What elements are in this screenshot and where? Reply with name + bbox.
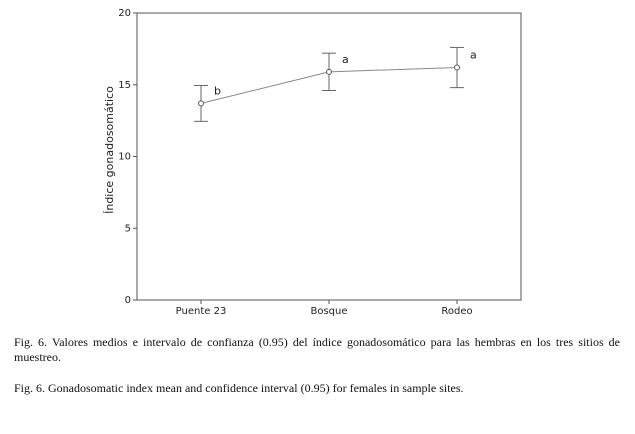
y-tick-label: 15 bbox=[118, 80, 131, 91]
y-tick-label: 20 bbox=[118, 8, 131, 19]
x-tick-label: Puente 23 bbox=[176, 306, 227, 317]
caption-es: Fig. 6. Valores medios e intervalo de co… bbox=[14, 335, 620, 364]
x-tick-label: Bosque bbox=[310, 306, 347, 317]
y-tick-label: 0 bbox=[125, 295, 131, 306]
point bbox=[198, 100, 204, 107]
point bbox=[454, 64, 460, 71]
annotation: b bbox=[214, 84, 221, 97]
y-tick-label: 5 bbox=[125, 223, 131, 234]
y-tick-label: 10 bbox=[118, 152, 131, 163]
caption-en: Fig. 6. Gonadosomatic index mean and con… bbox=[14, 381, 464, 395]
point bbox=[326, 68, 332, 75]
y-axis-label: Índice gonadosomático bbox=[103, 86, 116, 214]
annotation: a bbox=[470, 49, 477, 62]
annotation: a bbox=[342, 53, 349, 66]
x-tick-label: Rodeo bbox=[441, 306, 472, 317]
chart: Índice gonadosomático 0 5 10 15 20 Puente 23 B… bbox=[103, 8, 522, 317]
